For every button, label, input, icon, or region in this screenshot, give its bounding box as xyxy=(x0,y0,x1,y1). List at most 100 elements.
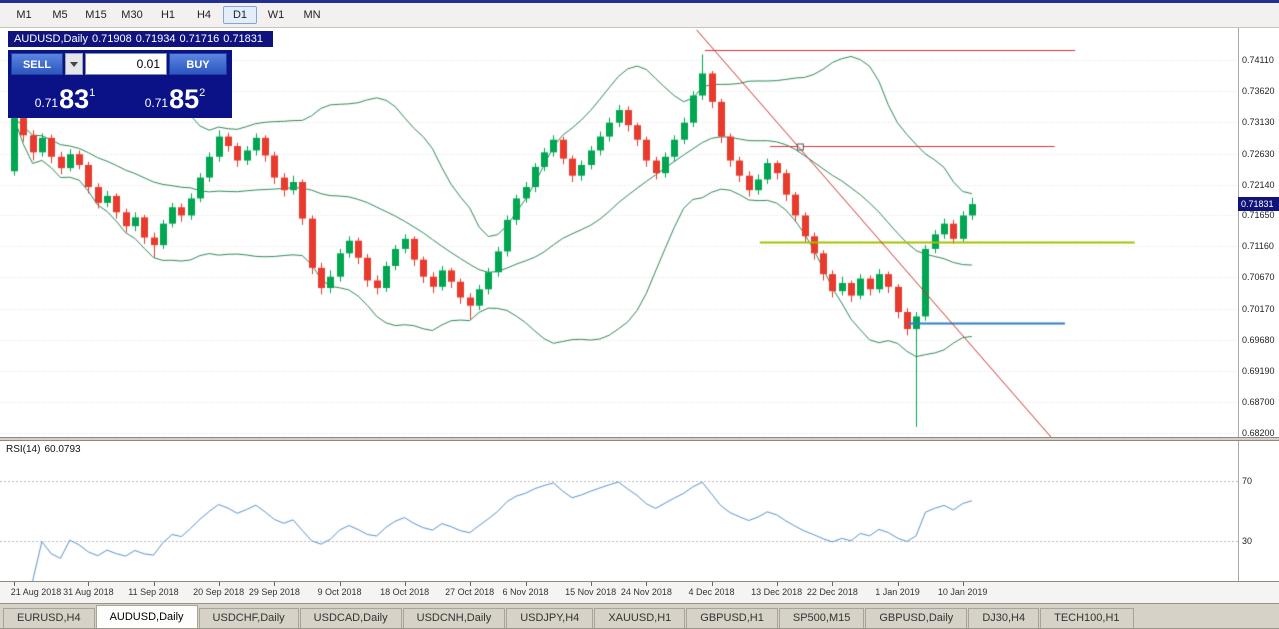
timeframe-button-h1[interactable]: H1 xyxy=(160,9,176,21)
price-axis-label: 0.72140 xyxy=(1242,179,1275,190)
timeframe-button-h4[interactable]: H4 xyxy=(196,9,212,21)
ohlc-open: 0.71908 xyxy=(91,33,132,45)
date-tick xyxy=(590,582,592,586)
date-axis-label: 4 Dec 2018 xyxy=(688,587,735,597)
price-axis-label: 0.69680 xyxy=(1242,334,1275,345)
date-tick xyxy=(711,582,713,586)
rsi-name: RSI(14) xyxy=(6,444,41,455)
one-click-trading-panel: SELL BUY 0.71 83 1 0.71 85 2 xyxy=(8,50,232,118)
sell-button[interactable]: SELL xyxy=(11,53,63,75)
price-axis-label: 0.71650 xyxy=(1242,210,1275,221)
date-axis-label: 20 Sep 2018 xyxy=(193,587,245,597)
timeframe-button-mn[interactable]: MN xyxy=(303,9,321,21)
date-axis-label: 11 Sep 2018 xyxy=(128,587,179,597)
rsi-level-label: 70 xyxy=(1242,476,1253,487)
lot-size-input[interactable] xyxy=(85,53,167,75)
date-axis-label: 10 Jan 2019 xyxy=(937,587,988,597)
chevron-down-icon xyxy=(70,61,78,67)
chart-tab-usdcnh-daily[interactable]: USDCNH,Daily xyxy=(402,608,506,628)
chart-tab-dj30-h4[interactable]: DJ30,H4 xyxy=(968,608,1040,628)
ohlc-high: 0.71934 xyxy=(135,33,176,45)
chart-tabbar: EURUSD,H4 AUDUSD,Daily USDCHF,Daily USDCAD,… xyxy=(0,603,1279,628)
price-axis-label: 0.69190 xyxy=(1242,365,1275,376)
sell-price-base: 0.71 xyxy=(34,96,59,110)
current-price-badge: 0.71831 xyxy=(1238,197,1279,212)
date-axis-label: 15 Nov 2018 xyxy=(565,587,617,597)
ohlc-close: 0.71831 xyxy=(223,33,264,45)
date-axis-label: 18 Oct 2018 xyxy=(380,587,430,597)
date-tick xyxy=(525,582,527,586)
price-axis-label: 0.73130 xyxy=(1242,117,1275,128)
date-axis-label: 6 Nov 2018 xyxy=(502,587,549,597)
date-axis-label: 21 Aug 2018 xyxy=(10,587,62,597)
timeframe-button-m5[interactable]: M5 xyxy=(52,9,68,21)
rsi-level-label: 30 xyxy=(1242,535,1253,546)
date-axis-label: 22 Dec 2018 xyxy=(806,587,858,597)
chart-tab-usdjpy-h4[interactable]: USDJPY,H4 xyxy=(506,608,594,628)
date-tick xyxy=(469,582,471,586)
date-tick xyxy=(832,582,834,586)
price-axis-label: 0.72630 xyxy=(1242,148,1275,159)
chart-tab-gbpusd-daily[interactable]: GBPUSD,Daily xyxy=(865,608,968,628)
timeframe-button-w1[interactable]: W1 xyxy=(267,9,285,21)
date-axis-label: 24 Nov 2018 xyxy=(620,587,672,597)
buy-price-display[interactable]: 0.71 85 2 xyxy=(121,77,229,115)
date-axis[interactable]: 21 Aug 2018 31 Aug 2018 11 Sep 2018 20 Sep … xyxy=(0,581,1279,603)
chart-tab-tech100-h1[interactable]: TECH100,H1 xyxy=(1040,608,1134,628)
timeframe-button-m30[interactable]: M30 xyxy=(121,9,143,21)
chart-tab-eurusd-h4[interactable]: EURUSD,H4 xyxy=(3,608,95,628)
date-axis-label: 9 Oct 2018 xyxy=(317,587,362,597)
buy-button[interactable]: BUY xyxy=(169,53,227,75)
timeframe-toolbar: M1 M5 M15 M30 H1 H4 D1 W1 MN xyxy=(0,3,1279,28)
date-tick xyxy=(776,582,778,586)
sell-price-pipette: 1 xyxy=(89,87,96,99)
price-axis-label: 0.71160 xyxy=(1242,241,1274,252)
price-axis-label: 0.70170 xyxy=(1242,303,1275,314)
timeframe-button-m15[interactable]: M15 xyxy=(85,9,107,21)
date-tick xyxy=(274,582,276,586)
chart-tab-audusd-daily[interactable]: AUDUSD,Daily xyxy=(95,605,198,628)
chart-tab-usdchf-daily[interactable]: USDCHF,Daily xyxy=(198,608,299,628)
date-tick xyxy=(339,582,341,586)
date-axis-label: 29 Sep 2018 xyxy=(248,587,300,597)
date-tick xyxy=(153,582,155,586)
buy-price-base: 0.71 xyxy=(144,96,169,110)
date-tick xyxy=(14,582,15,586)
rsi-value: 60.0793 xyxy=(44,444,81,455)
date-tick xyxy=(218,582,220,586)
trade-panel-prices: 0.71 83 1 0.71 85 2 xyxy=(11,77,229,115)
chart-tab-sp500-m15[interactable]: SP500,M15 xyxy=(778,608,865,628)
panel-splitter[interactable] xyxy=(0,437,1279,441)
ohlc-low: 0.71716 xyxy=(179,33,220,45)
date-axis-label: 27 Oct 2018 xyxy=(445,587,495,597)
chart-tab-usdcad-daily[interactable]: USDCAD,Daily xyxy=(299,608,402,628)
timeframe-button-m1[interactable]: M1 xyxy=(16,9,32,21)
date-tick xyxy=(88,582,90,586)
date-tick xyxy=(897,582,899,586)
price-axis-label: 0.74110 xyxy=(1242,55,1274,66)
date-tick xyxy=(646,582,648,586)
sell-price-display[interactable]: 0.71 83 1 xyxy=(11,77,119,115)
sell-price-pips: 83 xyxy=(59,84,90,114)
chart-symbol-title: AUDUSD,Daily xyxy=(14,33,88,45)
trade-panel-controls: SELL BUY xyxy=(11,53,229,75)
price-axis[interactable]: 0.74110 0.73620 0.73130 0.72630 0.72140 0.716… xyxy=(1238,28,1279,581)
buy-price-pipette: 2 xyxy=(199,87,206,99)
date-tick xyxy=(404,582,406,586)
buy-price-pips: 85 xyxy=(169,84,200,114)
chart-ohlc-readout: AUDUSD,Daily 0.71908 0.71934 0.71716 0.71831 xyxy=(8,31,274,47)
chart-tab-xauusd-h1[interactable]: XAUUSD,H1 xyxy=(594,608,686,628)
rsi-indicator-label: RSI(14) 60.0793 xyxy=(6,444,85,455)
lot-size-dropdown[interactable] xyxy=(65,53,83,75)
chart-tab-gbpusd-h1[interactable]: GBPUSD,H1 xyxy=(686,608,778,628)
price-axis-label: 0.70670 xyxy=(1242,272,1275,283)
rsi-chart-canvas[interactable] xyxy=(0,441,1238,581)
date-tick xyxy=(962,582,964,586)
price-axis-label: 0.68200 xyxy=(1242,428,1275,439)
price-axis-label: 0.73620 xyxy=(1242,86,1275,97)
main-chart-area: AUDUSD,Daily 0.71908 0.71934 0.71716 0.71831… xyxy=(0,28,1238,437)
date-axis-label: 31 Aug 2018 xyxy=(63,587,114,597)
price-axis-label: 0.68700 xyxy=(1242,396,1275,407)
timeframe-button-d1[interactable]: D1 xyxy=(223,6,257,24)
